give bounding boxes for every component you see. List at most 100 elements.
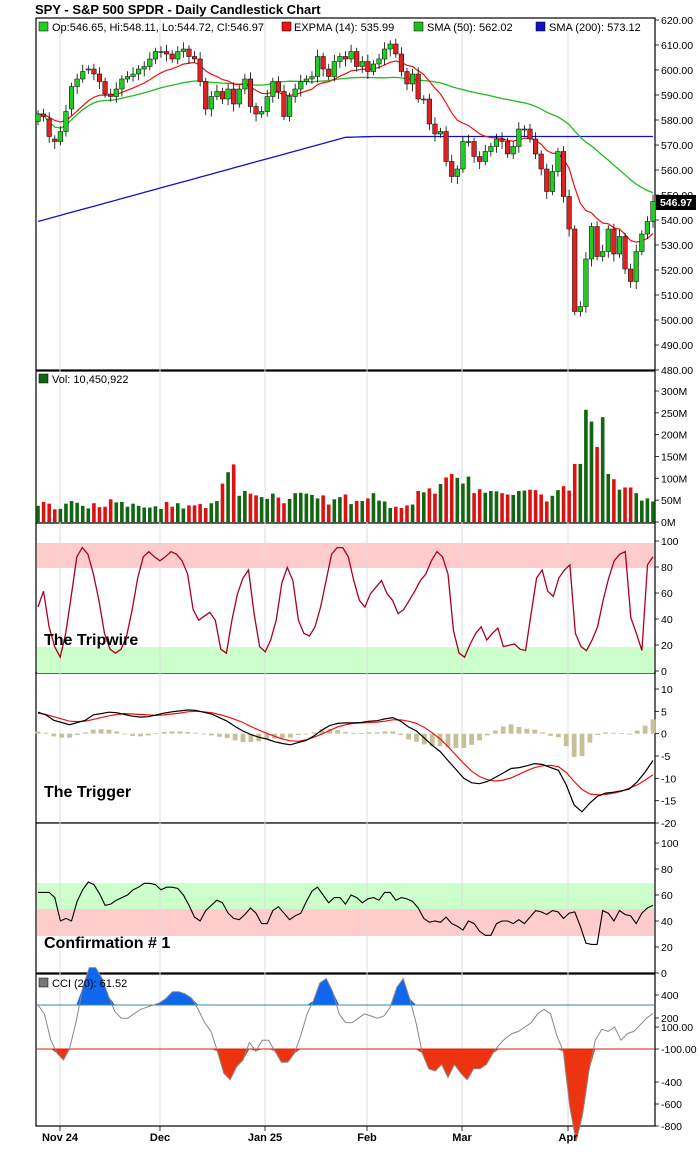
volume-bar bbox=[148, 507, 152, 522]
date-label: Nov 24 bbox=[42, 1132, 79, 1144]
macd-histogram-bar bbox=[603, 732, 609, 734]
candle-body bbox=[158, 51, 164, 53]
macd-histogram-bar bbox=[587, 733, 593, 743]
volume-bar bbox=[634, 493, 639, 522]
macd-histogram-bar bbox=[201, 733, 206, 735]
volume-bar bbox=[114, 502, 119, 522]
volume-bar bbox=[366, 498, 370, 522]
volume-bar bbox=[628, 487, 633, 522]
tripwire-tick-label: 80 bbox=[661, 562, 673, 574]
macd-histogram-bar bbox=[327, 728, 333, 734]
volume-bar bbox=[321, 495, 325, 522]
macd-histogram-bar bbox=[240, 733, 246, 743]
indicator-zones bbox=[37, 543, 654, 936]
volume-bar bbox=[153, 506, 158, 522]
candle-body bbox=[398, 53, 404, 72]
volume-bar bbox=[108, 499, 113, 522]
candle-body bbox=[275, 81, 281, 92]
volume-bar bbox=[449, 473, 454, 522]
trigger-tick-label: -5 bbox=[661, 751, 670, 763]
candle-body bbox=[577, 306, 583, 312]
tripwire-tick-label: 40 bbox=[661, 614, 673, 626]
tripwire-tick-label: 100 bbox=[661, 536, 679, 548]
volume-bar bbox=[304, 493, 309, 522]
volume-bar bbox=[220, 483, 225, 522]
price-tick-label: 540.00 bbox=[661, 215, 693, 227]
trigger-tick-label: 10 bbox=[661, 684, 673, 696]
trigger-tick-label: -15 bbox=[661, 796, 676, 808]
candle-body bbox=[68, 86, 75, 110]
candle-body bbox=[102, 81, 108, 95]
candle-body bbox=[91, 68, 97, 75]
volume-bar bbox=[69, 501, 74, 522]
candle-body bbox=[108, 93, 114, 97]
candle-body bbox=[113, 88, 119, 97]
candle-body bbox=[292, 88, 298, 97]
candle-body bbox=[208, 96, 214, 110]
macd-histogram-bar bbox=[177, 731, 183, 734]
candle-body bbox=[130, 73, 136, 77]
last-price-tag-bg bbox=[656, 195, 696, 210]
candle-body bbox=[493, 138, 500, 147]
cci-tick-label: 100.00 bbox=[661, 1022, 693, 1034]
candle-body bbox=[454, 168, 460, 177]
volume-bar bbox=[606, 473, 611, 522]
candle-body bbox=[555, 151, 561, 172]
volume-tick-label: 0M bbox=[661, 517, 676, 529]
candle-body bbox=[460, 141, 466, 170]
volume-bar bbox=[75, 502, 79, 522]
candle-body bbox=[141, 66, 147, 70]
macd-histogram-bar bbox=[642, 725, 648, 734]
volume-bar bbox=[282, 503, 286, 522]
volume-bar bbox=[326, 504, 331, 522]
macd-line bbox=[37, 709, 654, 813]
macd-histogram-bar bbox=[563, 733, 569, 747]
macd-histogram-bar bbox=[516, 726, 522, 734]
candle-body bbox=[326, 68, 332, 77]
volume-bar bbox=[254, 495, 258, 522]
trigger-layer bbox=[35, 709, 656, 813]
macd-histogram-bar bbox=[626, 733, 632, 735]
volume-bar bbox=[427, 488, 432, 522]
confirmation-tick-label: 60 bbox=[661, 890, 673, 902]
volume-bar bbox=[382, 501, 387, 522]
confirmation-tick-label: 40 bbox=[661, 916, 673, 928]
confirmation-upper-zone bbox=[37, 883, 654, 909]
volume-bar bbox=[310, 494, 314, 522]
volume-tick-label: 200M bbox=[661, 430, 687, 442]
cci-tick-label: 400 bbox=[661, 990, 679, 1002]
candle-body bbox=[259, 111, 265, 115]
candle-body bbox=[186, 48, 192, 57]
macd-histogram-bar bbox=[51, 733, 57, 737]
volume-bar bbox=[405, 505, 409, 522]
price-tick-label: 500.00 bbox=[661, 315, 693, 327]
volume-bar bbox=[80, 505, 85, 522]
candle-body bbox=[281, 91, 287, 117]
candle-body bbox=[510, 146, 516, 155]
volume-bar bbox=[237, 495, 242, 522]
volume-bar bbox=[248, 493, 253, 522]
volume-bar bbox=[58, 508, 63, 522]
volume-bar bbox=[231, 464, 236, 522]
candle-body bbox=[298, 81, 304, 90]
volume-bar bbox=[259, 497, 264, 522]
candle-body bbox=[437, 131, 444, 135]
macd-histogram-bar bbox=[485, 733, 490, 736]
volume-bar bbox=[567, 490, 571, 522]
candle-body bbox=[164, 51, 170, 55]
macd-histogram-bar bbox=[540, 732, 546, 734]
cci-legend-text: CCI (20): 61.52 bbox=[52, 978, 127, 990]
volume-bar bbox=[159, 508, 163, 522]
confirmation-label: Confirmation # 1 bbox=[44, 935, 170, 952]
volume-bar bbox=[421, 492, 426, 522]
candle-body bbox=[203, 81, 209, 110]
candle-body bbox=[521, 128, 527, 131]
candle-body bbox=[611, 228, 617, 255]
trigger-label: The Trigger bbox=[44, 784, 131, 801]
candle-body bbox=[219, 91, 226, 100]
candle-body bbox=[191, 56, 198, 60]
confirmation-layer bbox=[38, 881, 654, 945]
volume-bar bbox=[175, 503, 180, 522]
cci-layer bbox=[37, 967, 654, 1142]
